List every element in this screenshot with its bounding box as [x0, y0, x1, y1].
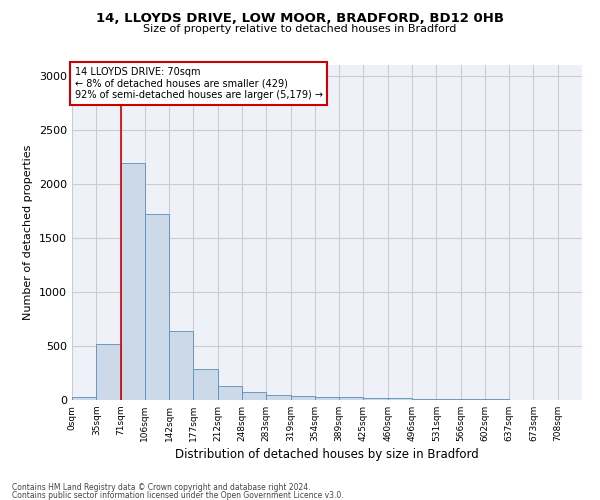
Text: 14 LLOYDS DRIVE: 70sqm
← 8% of detached houses are smaller (429)
92% of semi-det: 14 LLOYDS DRIVE: 70sqm ← 8% of detached … — [74, 66, 323, 100]
Bar — [364, 398, 388, 400]
Bar — [388, 398, 412, 400]
Bar — [315, 397, 339, 400]
Bar — [121, 164, 145, 400]
Bar — [72, 397, 96, 400]
Bar — [145, 214, 169, 400]
Bar — [412, 399, 436, 400]
Text: Contains public sector information licensed under the Open Government Licence v3: Contains public sector information licen… — [12, 490, 344, 500]
Bar — [218, 386, 242, 400]
Bar — [290, 396, 315, 400]
Y-axis label: Number of detached properties: Number of detached properties — [23, 145, 34, 320]
Text: Size of property relative to detached houses in Bradford: Size of property relative to detached ho… — [143, 24, 457, 34]
Bar — [193, 368, 218, 400]
Bar — [242, 392, 266, 400]
Bar — [339, 398, 364, 400]
Bar — [266, 395, 290, 400]
Text: Contains HM Land Registry data © Crown copyright and database right 2024.: Contains HM Land Registry data © Crown c… — [12, 484, 311, 492]
Bar — [169, 332, 193, 400]
Bar — [96, 344, 121, 400]
Text: 14, LLOYDS DRIVE, LOW MOOR, BRADFORD, BD12 0HB: 14, LLOYDS DRIVE, LOW MOOR, BRADFORD, BD… — [96, 12, 504, 26]
X-axis label: Distribution of detached houses by size in Bradford: Distribution of detached houses by size … — [175, 448, 479, 461]
